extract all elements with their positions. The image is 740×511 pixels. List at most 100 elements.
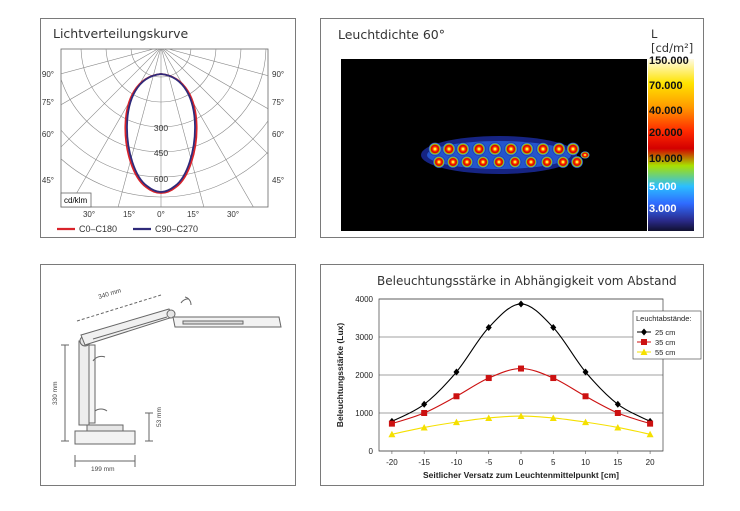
x-tick-label: -5	[485, 458, 493, 467]
data-point	[388, 430, 396, 438]
x-tick-label: 20	[646, 458, 655, 467]
x-tick-label: -15	[418, 458, 430, 467]
x-tick-label: -20	[386, 458, 398, 467]
luminance-blob	[446, 155, 460, 169]
luminance-blob	[492, 155, 506, 169]
luminance-scale-label: 40.000	[649, 105, 683, 117]
luminance-blob	[552, 142, 566, 156]
luminance-blob	[556, 155, 570, 169]
polar-unit-label: cd/klm	[64, 196, 87, 205]
lamp-drawing: 340 mm 330 mm 53 mm 199 mm	[52, 287, 282, 473]
y-tick-label: 2000	[355, 371, 373, 380]
polar-bottom-angle: 30°	[83, 210, 95, 219]
data-point	[420, 423, 428, 431]
polar-right-angle: 45°	[272, 176, 284, 185]
polar-right-angle: 60°	[272, 130, 284, 139]
polar-title: Lichtverteilungskurve	[53, 26, 189, 41]
data-point	[647, 420, 654, 427]
luminance-blob	[456, 142, 470, 156]
x-tick-label: -10	[451, 458, 463, 467]
legend-entry: 35 cm	[655, 338, 675, 347]
luminance-blob	[520, 142, 534, 156]
dimension-panel: 340 mm 330 mm 53 mm 199 mm	[40, 264, 296, 486]
polar-diagram: cd/klm 90° 75° 60° 45° 90° 75° 60° 45° 30° 15° 0° 1…	[42, 48, 284, 234]
data-point	[646, 430, 654, 438]
y-tick-label: 4000	[355, 295, 373, 304]
luminance-blob	[442, 142, 456, 156]
luminance-blob	[508, 155, 522, 169]
illuminance-chart: 0 1000 2000 3000 4000 -20 -15 -10 -5 0 5 10 15 20 Seit…	[335, 295, 702, 480]
legend-entry: 55 cm	[655, 348, 675, 357]
polar-right-angle: 75°	[272, 98, 284, 107]
legend-title: Leuchtabstände:	[636, 314, 691, 323]
luminance-scale	[648, 59, 694, 231]
data-point	[614, 410, 621, 416]
legend-c0-c180: C0–C180	[79, 224, 117, 234]
luminance-blob	[472, 142, 486, 156]
data-point	[582, 368, 589, 376]
data-point	[641, 328, 647, 336]
polar-left-angle: 75°	[42, 98, 54, 107]
data-point	[518, 365, 524, 372]
luminance-blob	[504, 142, 518, 156]
polar-bottom-angle: 0°	[157, 210, 165, 219]
polar-bottom-angle: 15°	[187, 210, 199, 219]
x-axis-label: Seitlicher Versatz zum Leuchtenmittelpun…	[423, 470, 619, 480]
data-point	[517, 412, 525, 420]
data-point	[518, 300, 524, 308]
data-point	[485, 324, 492, 331]
y-axis-label: Beleuchtungsstärke (Lux)	[335, 323, 345, 428]
x-tick-label: 0	[519, 458, 524, 467]
polar-bottom-angle: 30°	[227, 210, 239, 219]
luminance-scale-label: 20.000	[649, 127, 683, 139]
luminance-blob	[460, 155, 474, 169]
x-tick-label: 10	[581, 458, 590, 467]
luminance-blob	[428, 142, 442, 156]
legend-c90-c270: C90–C270	[155, 224, 198, 234]
luminance-blob	[566, 142, 580, 156]
legend-entry: 25 cm	[655, 328, 675, 337]
polar-bottom-angle: 15°	[123, 210, 135, 219]
data-point	[453, 368, 460, 376]
data-point	[614, 423, 622, 431]
data-point	[549, 414, 557, 421]
polar-left-angle: 90°	[42, 70, 54, 79]
luminance-scale-label: 3.000	[649, 203, 677, 215]
polar-left-angle: 60°	[42, 130, 54, 139]
luminance-blob	[580, 151, 590, 159]
data-point	[421, 400, 428, 408]
luminance-blob	[524, 155, 538, 169]
luminance-blob	[488, 142, 502, 156]
polar-radial-value: 600	[154, 174, 168, 184]
polar-left-angle: 45°	[42, 176, 54, 185]
luminance-title: Leuchtdichte 60°	[338, 27, 445, 42]
dim-arm: 340 mm	[98, 287, 123, 301]
x-tick-label: 5	[551, 458, 556, 467]
luminance-panel: Leuchtdichte 60° L [cd/m²] 150.000 70.000…	[320, 18, 704, 238]
luminance-blob	[570, 155, 584, 169]
luminance-unit: L [cd/m²]	[651, 27, 694, 55]
data-point	[582, 393, 589, 400]
curve-c90-c270	[126, 73, 196, 193]
data-point	[550, 324, 557, 331]
illuminance-panel: Beleuchtungsstärke in Abhängigkeit vom A…	[320, 264, 704, 486]
luminance-image	[341, 59, 647, 231]
polar-radial-value: 450	[154, 148, 168, 158]
data-point	[485, 375, 492, 382]
chart-title: Beleuchtungsstärke in Abhängigkeit vom A…	[377, 274, 677, 288]
data-point	[421, 410, 428, 416]
y-tick-label: 1000	[355, 409, 373, 418]
polar-radial-value: 300	[154, 123, 168, 133]
data-point	[452, 418, 460, 426]
polar-panel: Lichtverteilungskurve cd/klm 90° 75° 60° 45…	[40, 18, 296, 238]
data-point	[388, 420, 395, 427]
data-point	[640, 348, 648, 355]
data-point	[453, 393, 460, 400]
data-point	[485, 414, 493, 421]
luminance-scale-label: 5.000	[649, 181, 677, 193]
luminance-blob	[536, 142, 550, 156]
dim-height: 330 mm	[52, 382, 59, 405]
data-point	[582, 418, 590, 426]
luminance-blob	[432, 155, 446, 169]
luminance-scale-label: 70.000	[649, 80, 683, 92]
